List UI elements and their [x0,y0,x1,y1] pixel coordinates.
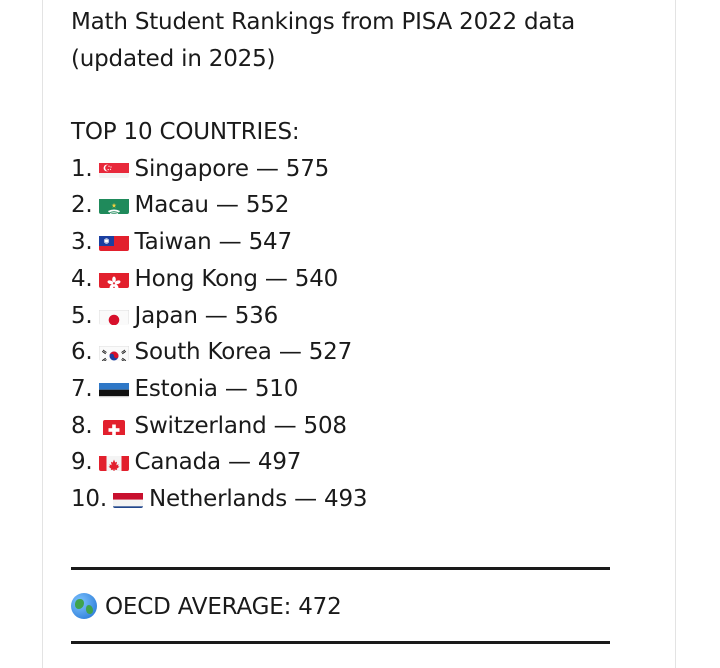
rank-number: 4. [71,265,93,292]
japan-flag-icon [98,305,129,325]
ranking-item: 4. Hong Kong — 540 [71,261,631,298]
post-title-line-1: Math Student Rankings from PISA 2022 dat… [71,9,576,35]
ranking-item: 9. Canada — 497 [71,444,631,481]
south-korea-flag-icon [98,341,129,362]
taiwan-flag-icon [98,231,129,252]
rank-number: 9. [71,449,93,476]
ranking-item: 3. Taiwan — 547 [71,224,631,261]
ranking-text: Macau — 552 [134,192,290,219]
ranking-item: 8. Switzerland — 508 [71,408,631,445]
ranking-text: Taiwan — 547 [134,229,293,256]
rank-number: 2. [71,192,93,219]
ranking-item: 10. Netherlands — 493 [71,481,631,518]
ranking-text: Netherlands — 493 [148,485,368,512]
rank-number: 3. [71,229,93,256]
switzerland-flag-icon [99,415,129,435]
ranking-text: South Korea — 527 [134,339,353,366]
post-title-line-2: (updated in 2025) [71,45,276,72]
oecd-average-line: OECD AVERAGE: 472 [71,589,631,626]
rank-number: 7. [71,375,93,402]
ranking-text: Japan — 536 [134,302,279,329]
estonia-flag-icon [98,378,129,398]
ranking-text: Switzerland — 508 [134,412,347,439]
rank-number: 8. [71,412,93,439]
globe-icon [71,593,97,619]
ranking-text: Estonia — 510 [134,375,299,402]
divider-line [71,567,610,570]
ranking-item: 7. Estonia — 510 [71,371,631,408]
ranking-text: Canada — 497 [134,449,302,476]
post-card [42,0,676,668]
divider-line [71,641,610,644]
singapore-flag-icon [98,158,129,178]
blank-line [71,77,631,114]
rank-number: 6. [71,339,93,366]
rank-number: 10. [71,485,107,512]
post-text: Math Student Rankings from PISA 2022 dat… [71,4,631,518]
ranking-item: 6. South Korea — 527 [71,334,631,371]
macau-flag-icon [98,194,129,215]
rank-number: 1. [71,155,93,182]
oecd-average-row: OECD AVERAGE: 472 [71,589,631,626]
oecd-average-text: OECD AVERAGE: 472 [105,594,342,620]
ranking-item: 2. Macau — 552 [71,187,631,224]
netherlands-flag-icon [112,488,143,508]
hong-kong-flag-icon [98,268,129,288]
ranking-item: 1. Singapore — 575 [71,151,631,188]
rank-number: 5. [71,302,93,329]
canada-flag-icon [98,451,129,472]
ranking-text: Hong Kong — 540 [134,265,339,292]
ranking-item: 5. Japan — 536 [71,298,631,335]
section-heading: TOP 10 COUNTRIES: [71,119,300,146]
ranking-text: Singapore — 575 [134,155,330,182]
